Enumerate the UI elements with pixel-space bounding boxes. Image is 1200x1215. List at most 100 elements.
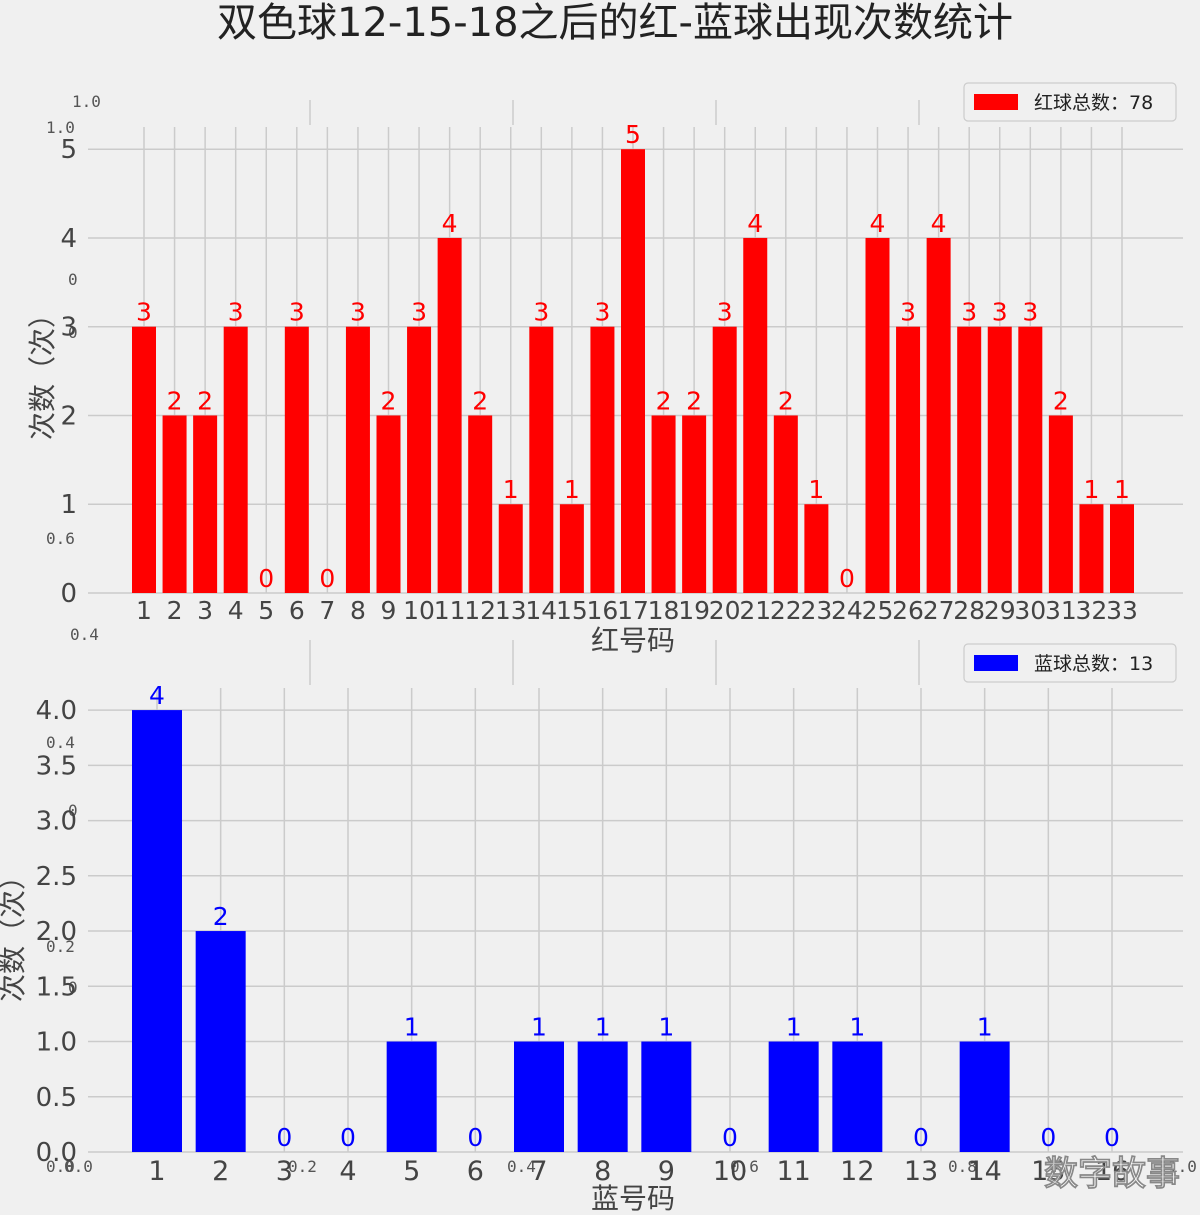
bar-19 [682,415,707,593]
x-tick-label: 23 [800,596,832,625]
x-tick-label: 10 [713,1156,747,1187]
x-tick-label: 9 [658,1156,675,1187]
x-tick-label: 8 [350,596,366,625]
y-tick-label: 1.0 [36,1028,77,1058]
bar-22 [773,415,798,593]
y-tick-label: 4.0 [36,696,77,726]
x-axis-label: 红号码 [591,624,675,657]
legend-box [963,643,1177,683]
x-tick-label: 19 [678,596,710,625]
bar-value-label: 0 [839,564,855,593]
bar-value-label: 5 [625,120,641,149]
bar-14 [529,326,554,593]
bar-value-label: 4 [931,209,947,238]
bar-15 [559,504,584,593]
bar-value-label: 0 [1104,1123,1120,1152]
bar-value-label: 1 [404,1013,420,1042]
ghost-axis-layer: 1.0 1.0 0 0 0.6 0.4 0.4 0 0.2 0 0.00.0 0.2 0.4 0.6 0.8… [46,92,1197,1176]
ghost-y-tick: 0 [68,323,78,342]
bar-value-label: 2 [197,386,213,415]
x-tick-label: 12 [840,1156,874,1187]
bar-9 [376,415,401,593]
bar-value-label: 3 [350,298,366,327]
x-tick-label: 30 [1014,596,1046,625]
bar-value-label: 1 [977,1013,993,1042]
ghost-x-tick: 0.0 [64,1157,93,1176]
y-tick-label: 2.0 [36,917,77,947]
bar-value-label: 1 [849,1013,865,1042]
bar-value-label: 1 [503,475,519,504]
y-axis-label: 次数（次） [0,862,29,1002]
x-tick-label: 25 [862,596,894,625]
bar-value-label: 4 [870,209,886,238]
x-tick-label: 22 [770,596,802,625]
bar-18 [651,415,676,593]
bar-17 [621,149,645,593]
ghost-x-tick: 1.0 [1168,1157,1197,1176]
bar-value-label: 2 [1053,386,1069,415]
x-tick-label: 5 [403,1156,420,1187]
ghost-y-tick: 0 [68,270,78,289]
legend-label: 红球总数：78 [1034,92,1153,114]
bar-value-label: 2 [167,386,183,415]
bar-value-label: 4 [149,681,165,710]
bar-value-label: 2 [686,386,702,415]
legend-swatch [974,655,1018,671]
x-tick-label: 24 [831,596,863,625]
bar-value-label: 2 [213,902,229,931]
x-tick-label: 16 [587,596,619,625]
bar-12 [832,1041,883,1152]
x-tick-label: 14 [525,596,557,625]
x-tick-label: 11 [776,1156,810,1187]
ghost-y-tick: 0.4 [46,733,75,752]
x-tick-label: 8 [594,1156,611,1187]
ghost-y-tick: 0 [68,978,78,997]
bar-4 [223,326,248,593]
ghost-x-tick: 0.4 [507,1157,536,1176]
bar-value-label: 1 [564,475,580,504]
bar-1 [132,710,182,1152]
bar-value-label: 1 [531,1013,547,1042]
bar-value-label: 3 [533,298,549,327]
x-tick-label: 15 [556,596,588,625]
bar-value-label: 0 [913,1123,929,1152]
bar-29 [987,326,1012,593]
bar-8 [345,326,370,593]
bar-value-label: 3 [136,298,152,327]
ghost-x-tick: 0.2 [288,1157,317,1176]
y-tick-label: 3 [60,313,77,343]
x-tick-label: 27 [923,596,955,625]
ghost-y-tick: 0.6 [46,529,75,548]
bar-7 [514,1041,564,1152]
bar-value-label: 2 [778,386,794,415]
bar-11 [768,1041,819,1152]
bar-13 [498,504,523,593]
bar-value-label: 0 [319,564,335,593]
bar-28 [957,326,982,593]
y-tick-label: 3.0 [36,807,77,837]
x-tick-label: 2 [167,596,183,625]
bar-value-label: 1 [595,1013,611,1042]
x-tick-label: 11 [434,596,466,625]
x-tick-label: 10 [403,596,435,625]
bar-value-label: 1 [658,1013,674,1042]
bar-30 [1018,326,1043,593]
bar-value-label: 1 [786,1013,802,1042]
bar-32 [1079,504,1104,593]
x-tick-label: 6 [467,1156,484,1187]
x-tick-label: 20 [709,596,741,625]
bar-value-label: 0 [467,1123,483,1152]
ghost-y-tick: 0.2 [46,937,75,956]
x-tick-label: 26 [892,596,924,625]
bar-2 [162,415,187,593]
y-tick-label: 0 [60,579,77,609]
bar-23 [804,504,829,593]
bar-14 [959,1041,1010,1152]
x-tick-label: 14 [967,1156,1001,1187]
bar-value-label: 3 [411,298,427,327]
bar-value-label: 0 [722,1123,738,1152]
bar-value-label: 2 [381,386,397,415]
bar-value-label: 0 [276,1123,292,1152]
ghost-y-tick: 1.0 [46,118,75,137]
bar-value-label: 3 [961,298,977,327]
